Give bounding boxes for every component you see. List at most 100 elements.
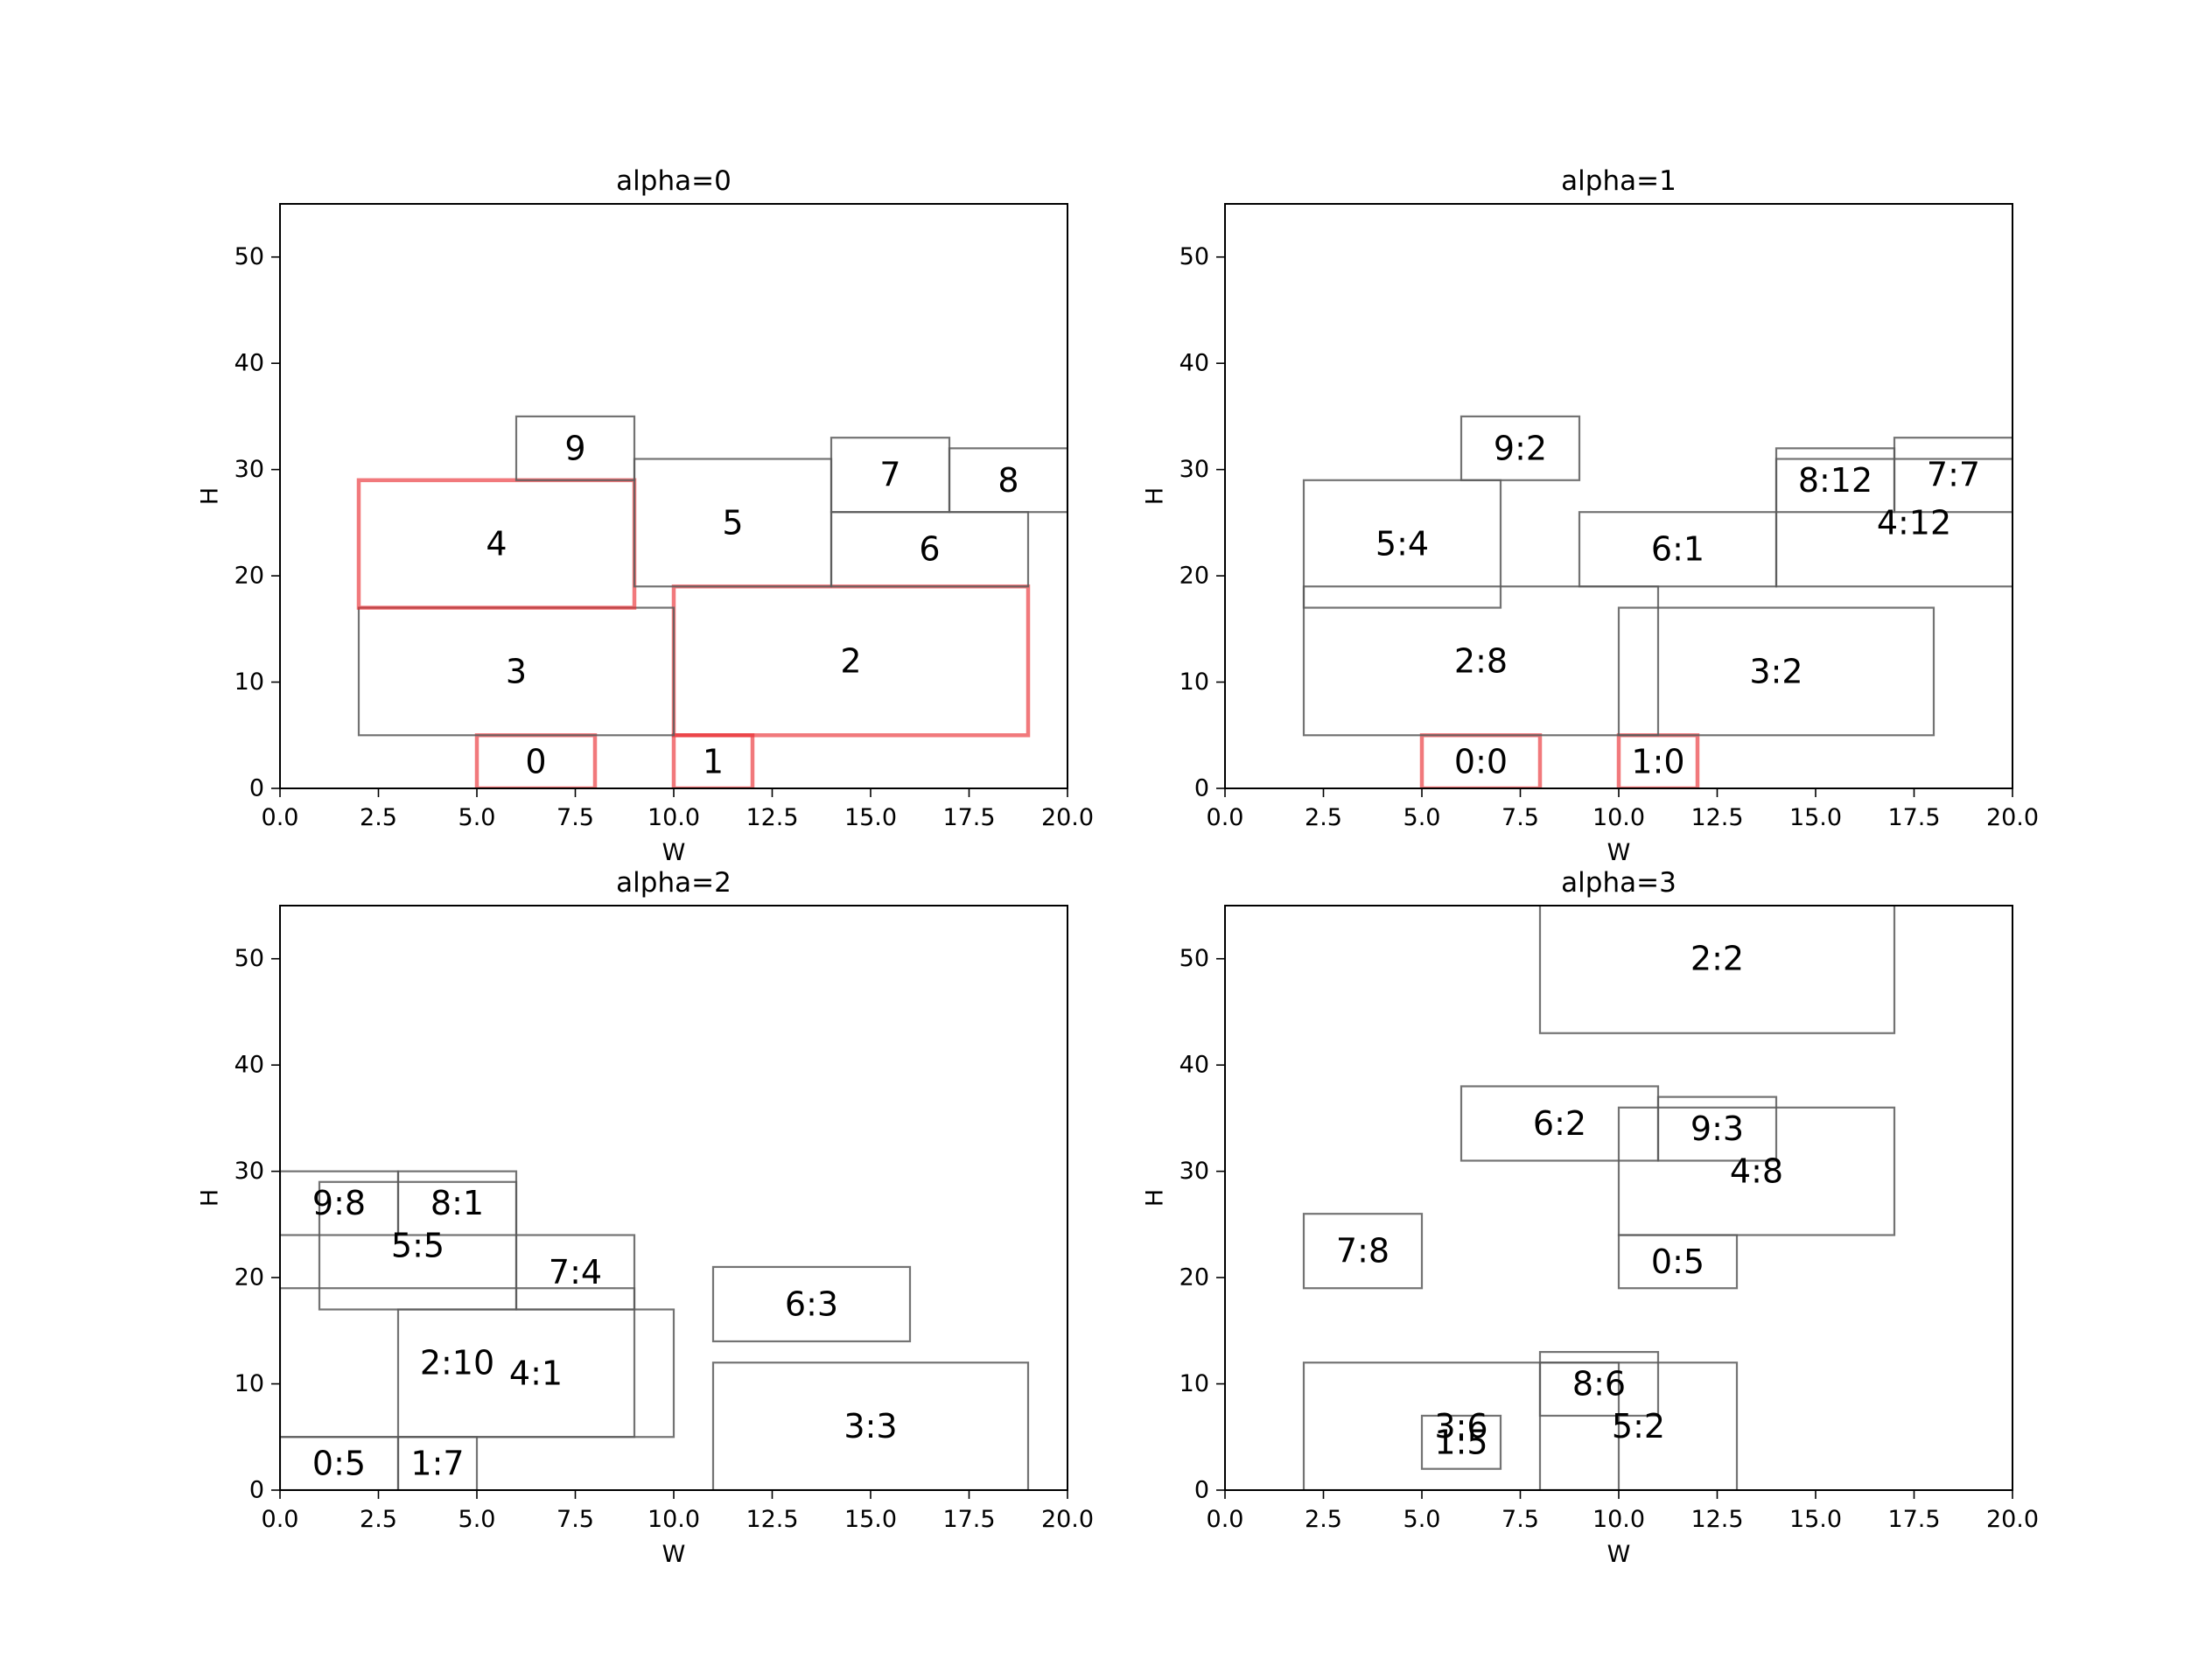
x-axis-label: W xyxy=(662,839,686,866)
x-tick-label: 17.5 xyxy=(1887,1506,1940,1533)
y-tick-label: 30 xyxy=(234,1158,264,1185)
x-axis-label: W xyxy=(1607,839,1631,866)
rect-label: 6:1 xyxy=(1651,530,1704,569)
rect-label: 8:12 xyxy=(1798,461,1872,500)
y-tick-label: 10 xyxy=(234,668,264,696)
y-tick-label: 10 xyxy=(234,1370,264,1397)
y-tick-label: 50 xyxy=(1180,945,1209,972)
rect-label: 1:7 xyxy=(410,1445,464,1483)
y-tick-label: 40 xyxy=(234,1052,264,1079)
rect-label: 7:4 xyxy=(549,1253,602,1292)
y-tick-label: 20 xyxy=(1180,1264,1209,1292)
x-tick-label: 15.0 xyxy=(844,1506,897,1533)
rect-label: 0:5 xyxy=(312,1445,366,1483)
y-tick-label: 50 xyxy=(234,945,264,972)
x-tick-label: 20.0 xyxy=(1986,1506,2039,1533)
rect-label: 2 xyxy=(840,641,861,680)
rect-label: 8:6 xyxy=(1572,1365,1626,1404)
x-tick-label: 2.5 xyxy=(360,804,397,831)
rect-label: 1 xyxy=(703,743,724,781)
rects-group: 0:5 1:5 2:2 3:6 4:8 5:2 6:2 7:8 8:6 9:3 xyxy=(1302,906,1896,1490)
rect-9:2 xyxy=(1460,415,1581,481)
rect-label: 5:5 xyxy=(391,1227,444,1265)
rect-8 xyxy=(948,447,1068,514)
x-tick-label: 7.5 xyxy=(556,804,594,831)
y-axis-label: H xyxy=(197,1189,224,1207)
rect-label: 9:2 xyxy=(1494,429,1547,467)
x-tick-label: 20.0 xyxy=(1986,804,2039,831)
y-tick-label: 50 xyxy=(1180,243,1209,270)
rect-label: 2:8 xyxy=(1454,641,1508,680)
x-tick-label: 17.5 xyxy=(1887,804,1940,831)
rect-label: 3:2 xyxy=(1749,652,1802,690)
rect-label: 8 xyxy=(998,461,1018,500)
y-tick-label: 30 xyxy=(234,456,264,483)
y-tick-label: 40 xyxy=(1180,1052,1209,1079)
rect-7:8 xyxy=(1302,1213,1424,1290)
x-tick-label: 2.5 xyxy=(1305,1506,1342,1533)
rect-label: 7:7 xyxy=(1927,456,1980,494)
rect-5:4 xyxy=(1302,479,1502,609)
rect-label: 1:0 xyxy=(1631,743,1684,781)
x-tick-label: 10.0 xyxy=(648,804,700,831)
rect-7:7 xyxy=(1893,437,2012,514)
rect-7:4 xyxy=(514,1234,636,1311)
rect-label: 3 xyxy=(506,652,527,690)
x-tick-label: 0.0 xyxy=(1207,1506,1244,1533)
rect-label: 6:2 xyxy=(1533,1104,1586,1143)
rect-label: 4:1 xyxy=(509,1354,563,1392)
subplot-title: alpha=3 xyxy=(1561,867,1676,899)
rects-group: 0 1 2 3 4 5 67 8 9 xyxy=(356,415,1068,788)
x-tick-label: 15.0 xyxy=(1789,804,1842,831)
x-tick-label: 0.0 xyxy=(262,1506,299,1533)
x-tick-label: 7.5 xyxy=(556,1506,594,1533)
x-tick-label: 5.0 xyxy=(1404,804,1441,831)
rect-label: 7:8 xyxy=(1336,1232,1390,1270)
rect-9 xyxy=(514,415,636,481)
x-tick-label: 12.5 xyxy=(1690,804,1743,831)
rect-label: 4:8 xyxy=(1730,1152,1783,1191)
x-tick-label: 15.0 xyxy=(1789,1506,1842,1533)
x-tick-label: 10.0 xyxy=(1592,804,1645,831)
subplot-title: alpha=2 xyxy=(616,867,732,899)
y-tick-label: 30 xyxy=(1180,1158,1209,1185)
subplot-title: alpha=0 xyxy=(616,165,732,197)
rect-2:8 xyxy=(1302,585,1660,737)
rect-label: 8:1 xyxy=(430,1184,484,1222)
rect-label: 3:6 xyxy=(1434,1407,1488,1446)
x-tick-label: 5.0 xyxy=(458,804,496,831)
y-tick-label: 40 xyxy=(234,350,264,377)
y-tick-label: 20 xyxy=(234,563,264,590)
y-tick-label: 0 xyxy=(1194,1477,1209,1504)
rect-label: 6:3 xyxy=(785,1284,838,1323)
x-tick-label: 2.5 xyxy=(360,1506,397,1533)
y-tick-label: 0 xyxy=(249,775,264,802)
y-tick-label: 20 xyxy=(1180,563,1209,590)
rect-label: 0:0 xyxy=(1454,743,1508,781)
rect-label: 7 xyxy=(879,456,900,494)
rect-label: 3:3 xyxy=(844,1407,897,1446)
rect-3:2 xyxy=(1617,606,1936,737)
rect-label: 5:4 xyxy=(1376,525,1429,564)
rect-label: 2:2 xyxy=(1690,940,1744,978)
y-tick-label: 10 xyxy=(1180,668,1209,696)
rect-1:5 xyxy=(1420,1414,1502,1470)
rect-label: 0:5 xyxy=(1651,1242,1704,1281)
rect-4:12 xyxy=(1774,458,2012,588)
x-tick-label: 17.5 xyxy=(942,804,995,831)
rect-label: 2:10 xyxy=(420,1343,494,1382)
y-tick-label: 10 xyxy=(1180,1370,1209,1397)
x-tick-label: 2.5 xyxy=(1305,804,1342,831)
rect-9:8 xyxy=(280,1170,400,1236)
rect-label: 0 xyxy=(525,743,546,781)
y-axis-label: H xyxy=(197,487,224,505)
subplot-2: 0:5 1:7 2:10 4:1 3:3 6:3 5:5 7:4 8:1 9:8 0.0 2.5 5.0… xyxy=(197,867,1095,1568)
rect-4:8 xyxy=(1617,1106,1896,1236)
x-tick-label: 7.5 xyxy=(1502,804,1539,831)
y-tick-label: 30 xyxy=(1180,456,1209,483)
x-tick-label: 15.0 xyxy=(844,804,897,831)
rect-label: 6 xyxy=(919,530,940,569)
rect-6:3 xyxy=(711,1265,912,1343)
y-tick-label: 40 xyxy=(1180,350,1209,377)
